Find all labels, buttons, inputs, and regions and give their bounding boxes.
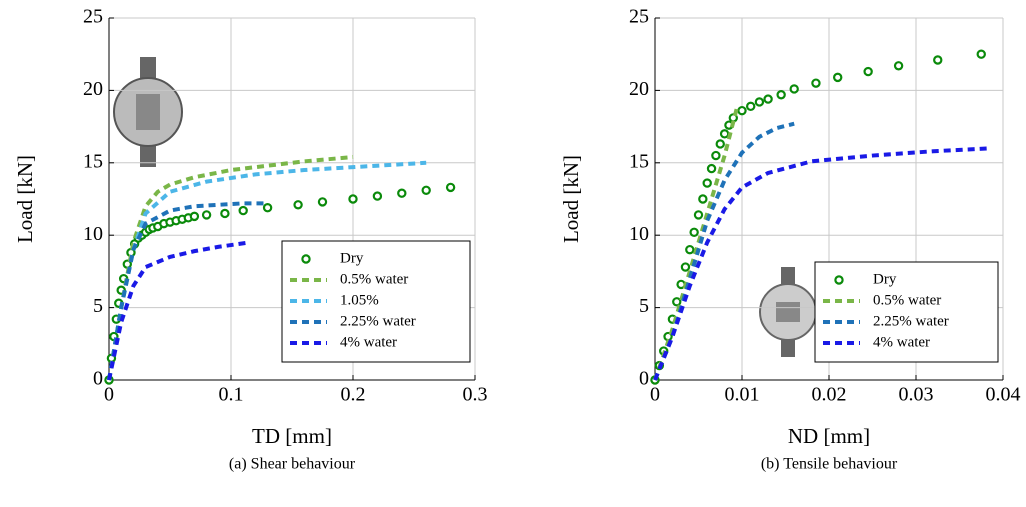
caption: (a) Shear behaviour [229, 456, 356, 473]
legend-label: 0.5% water [873, 292, 941, 308]
x-axis-label: TD [mm] [252, 424, 332, 448]
data-point [262, 202, 273, 213]
y-tick-label: 25 [83, 6, 103, 28]
data-line [107, 240, 250, 381]
y-tick-label: 15 [629, 150, 649, 172]
data-point [238, 205, 248, 216]
y-tick-label: 0 [93, 368, 103, 390]
x-tick-label: 0.04 [986, 384, 1021, 406]
data-point [698, 194, 708, 204]
data-point [445, 182, 456, 193]
data-point [833, 72, 843, 83]
legend-label: 1.05% [340, 292, 379, 308]
legend-symbol [834, 275, 844, 285]
data-point [711, 150, 721, 161]
legend-label: 2.25% water [873, 313, 949, 329]
data-point [348, 194, 358, 204]
x-tick-label: 0.01 [725, 384, 760, 406]
y-tick-label: 25 [629, 6, 649, 28]
y-tick-label: 0 [639, 368, 649, 390]
photo-part [136, 94, 160, 130]
data-point [746, 101, 756, 112]
y-axis-label: Load [kN] [13, 155, 37, 243]
y-axis-label: Load [kN] [559, 155, 583, 243]
x-tick-label: 0 [650, 384, 660, 406]
data-point [201, 210, 212, 220]
data-point [689, 227, 699, 238]
data-point [715, 139, 725, 149]
data-point [189, 211, 200, 222]
data-line [653, 104, 740, 381]
specimen-photo [113, 57, 183, 167]
x-tick-label: 0 [104, 384, 114, 406]
legend-label: 2.25% water [340, 313, 416, 329]
data-point [976, 49, 986, 59]
data-line [107, 160, 427, 381]
legend-label: 4% water [340, 334, 397, 350]
y-tick-label: 15 [83, 150, 103, 172]
data-point [776, 90, 786, 100]
legend-label: 4% water [873, 334, 930, 350]
data-point [719, 129, 730, 139]
data-point [685, 244, 695, 255]
data-point [737, 105, 747, 116]
legend-box [814, 261, 999, 363]
legend-label: 0.5% water [340, 271, 408, 287]
data-point [421, 185, 431, 196]
data-point [220, 208, 230, 219]
data-point [293, 200, 303, 210]
y-tick-label: 20 [629, 78, 649, 100]
specimen-photo [759, 267, 817, 357]
data-line [107, 201, 268, 381]
legend-box [281, 240, 471, 363]
data-point [893, 61, 904, 71]
data-point [811, 78, 821, 88]
plot: 0 0.1 0.2 0.3 0 5 10 15 20 25 TD [mm] Load [kN] (a) … [13, 6, 488, 473]
x-tick-label: 0.3 [463, 384, 488, 406]
data-point [789, 84, 799, 94]
plot: 0 0.01 0.02 0.03 0.04 0 5 10 15 20 25 ND [mm] Load [… [559, 6, 1021, 473]
y-tick-label: 20 [83, 78, 103, 100]
photo-part [776, 302, 800, 322]
x-axis-label: ND [mm] [788, 424, 870, 448]
legend-label: Dry [340, 250, 364, 266]
data-point [680, 262, 691, 272]
data-point [933, 55, 943, 65]
data-point [693, 210, 704, 220]
data-point [702, 178, 712, 188]
data-point [397, 188, 407, 198]
x-tick-label: 0.02 [812, 384, 847, 406]
data-point [372, 191, 383, 201]
legend-label: Dry [873, 271, 897, 287]
data-point [672, 297, 682, 307]
y-tick-label: 10 [83, 223, 103, 245]
x-tick-label: 0.2 [341, 384, 366, 406]
data-point [754, 97, 765, 107]
y-tick-label: 5 [639, 295, 649, 317]
x-tick-label: 0.1 [219, 384, 244, 406]
data-point [706, 163, 717, 174]
caption: (b) Tensile behaviour [761, 456, 898, 473]
data-point [763, 94, 773, 104]
x-tick-label: 0.03 [899, 384, 934, 406]
y-tick-label: 5 [93, 295, 103, 317]
legend-symbol [301, 254, 311, 264]
data-point [863, 66, 873, 77]
data-point [317, 197, 328, 207]
y-tick-label: 10 [629, 223, 649, 245]
